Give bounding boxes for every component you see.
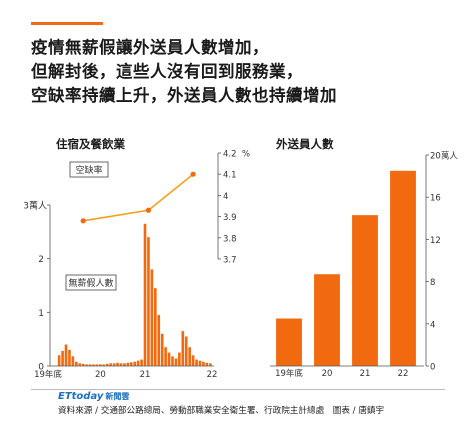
unpaid-leave-bar [136, 360, 140, 366]
vacancy-legend-box [69, 161, 109, 178]
unpaid-leave-bar [109, 363, 112, 366]
unpaid-leave-bar [116, 362, 119, 366]
unpaid-leave-bar [57, 355, 61, 366]
source-credit: 資料來源 / 交通部公路總局、勞動部職業安全衛生署、行政院主計總處 圖表 / 唐… [58, 406, 385, 416]
brand-logo: ETtoday 新聞雲 [58, 391, 129, 402]
headline-line-2: 但解封後，這些人沒有回到服務業， [31, 62, 303, 81]
right-chart-y-tick-label: 20萬人 [430, 151, 458, 162]
delivery-workers-bar [314, 274, 340, 366]
left-y-tick-label: 2 [38, 255, 44, 265]
right-chart-y-tick-label: 12 [430, 236, 441, 246]
unpaid-leave-bar [171, 356, 174, 366]
vacancy-rate-point [190, 171, 196, 177]
unpaid-leave-bar [71, 356, 75, 366]
left-x-tick-label: 19年底 [34, 369, 62, 380]
unpaid-leave-bar [191, 355, 195, 366]
unpaid-leave-bar [64, 344, 68, 366]
unpaid-leave-bar [112, 363, 116, 366]
right-y-tick-label: 3.7 [223, 256, 237, 266]
delivery-workers-bar [276, 318, 302, 366]
vacancy-rate-point [80, 218, 86, 224]
vacancy-rate-point [145, 207, 152, 213]
unpaid-leave-bar [150, 269, 154, 366]
unpaid-leave-bar [164, 347, 167, 366]
unpaid-leave-bar [143, 223, 147, 366]
right-y-tick-label: 4 [223, 192, 228, 202]
unpaid-leave-bar [181, 331, 185, 366]
unpaid-leave-bar [81, 363, 85, 366]
left-chart-title: 住宿及餐飲業 [56, 137, 125, 151]
right-y-tick-label: 4.1 [223, 171, 237, 181]
delivery-workers-bar [352, 215, 378, 366]
unpaid-leave-bar [160, 333, 164, 366]
unpaid-leave-bar [198, 360, 202, 366]
unpaid-leave-bar [99, 364, 102, 366]
right-x-tick-label: 21 [360, 369, 371, 379]
left-x-tick-label: 21 [140, 370, 151, 380]
unpaid-leave-bar [154, 288, 157, 366]
unpaid-leave-bar [157, 315, 161, 366]
unpaid-leave-bar [126, 362, 130, 366]
unpaid-leave-bar [61, 350, 64, 366]
unpaid-leave-bar [184, 336, 188, 366]
headline-line-3: 空缺率持續上升，外送員人數也持續增加 [31, 86, 337, 105]
unpaid-leave-bar [123, 363, 126, 366]
unpaid-leave-bar [75, 361, 78, 366]
unpaid-leave-bar [208, 363, 212, 366]
unpaid-leave-bar [195, 359, 198, 366]
unpaid-leave-bar [102, 364, 106, 366]
unpaid-leave-bar [167, 352, 171, 366]
delivery-workers-bar [390, 170, 416, 366]
right-x-tick-label: 20 [322, 369, 333, 379]
footer-divider [31, 389, 445, 390]
headline-line-1: 疫情無薪假讓外送員人數增加， [31, 38, 269, 57]
right-y-unit: % [242, 150, 250, 160]
right-chart-y-tick-label: 8 [430, 278, 435, 288]
brand-name: ETtoday [58, 391, 104, 402]
right-x-tick-label: 19年底 [275, 368, 303, 379]
accent-bar [31, 22, 103, 25]
unpaid-leave-bar [95, 364, 99, 366]
unpaid-leave-legend-box [65, 274, 117, 291]
unpaid-leave-bar [202, 361, 205, 366]
unpaid-leave-bar [147, 237, 150, 366]
right-x-tick-label: 22 [398, 369, 409, 379]
vacancy-legend-label: 空缺率 [75, 164, 102, 176]
unpaid-leave-bar [92, 364, 95, 366]
headline: 疫情無薪假讓外送員人數增加， 但解封後，這些人沒有回到服務業， 空缺率持續上升，… [31, 36, 451, 108]
unpaid-leave-bar [140, 359, 143, 366]
left-x-tick-label: 20 [95, 370, 106, 380]
right-y-tick-label: 4.2 [223, 150, 237, 160]
left-y-unit-label: 3萬人 [23, 200, 47, 212]
right-chart-y-tick-label: 4 [430, 320, 435, 330]
left-y-tick-label: 1 [38, 309, 44, 319]
unpaid-leave-bar [205, 362, 209, 366]
unpaid-leave-bar [133, 361, 137, 366]
left-x-tick-label: 22 [207, 370, 218, 380]
unpaid-leave-bar [105, 363, 109, 366]
unpaid-leave-bar [188, 347, 191, 366]
right-chart-title: 外送員人數 [276, 137, 334, 151]
unpaid-leave-bar [85, 364, 88, 366]
unpaid-leave-bar [88, 364, 92, 366]
unpaid-leave-bar [129, 362, 133, 366]
unpaid-leave-bar [174, 358, 178, 366]
unpaid-leave-bar [78, 363, 82, 366]
right-y-tick-label: 3.9 [223, 213, 237, 223]
left-y-tick-label: 0 [38, 363, 44, 373]
right-chart-y-tick-label: 16 [430, 194, 441, 204]
unpaid-leave-bar [68, 349, 71, 366]
right-chart-y-tick-label: 0 [430, 363, 435, 373]
unpaid-leave-bar [119, 363, 123, 366]
right-y-tick-label: 3.8 [223, 234, 237, 244]
unpaid-leave-bar [178, 352, 181, 366]
brand-sub: 新聞雲 [105, 392, 130, 401]
unpaid-leave-legend-label: 無薪假人數 [68, 277, 113, 289]
vacancy-rate-line [83, 173, 194, 222]
